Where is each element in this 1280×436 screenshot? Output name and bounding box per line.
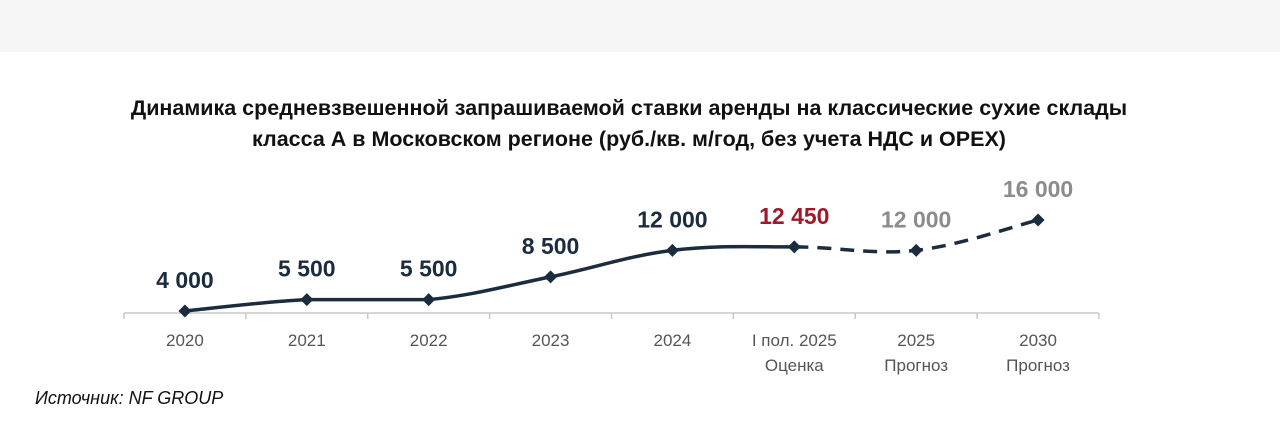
chart-title-line-2: класса А в Московском регионе (руб./кв. …: [252, 127, 1006, 151]
data-point-marker: [300, 293, 314, 307]
data-point-marker: [178, 304, 192, 318]
x-tick-label: Прогноз: [1006, 356, 1070, 375]
source-note: Источник: NF GROUP: [35, 388, 224, 408]
data-point-marker: [422, 293, 436, 307]
series-line-actual: [183, 244, 797, 313]
data-label: 12 000: [637, 206, 707, 232]
data-point-marker: [1031, 213, 1045, 227]
x-tick-label: 2030: [1019, 331, 1057, 350]
data-label: 16 000: [1003, 176, 1073, 202]
top-band: [0, 0, 1280, 52]
x-tick-label: Оценка: [765, 356, 824, 375]
data-label: 5 500: [400, 256, 458, 282]
x-tick-label: 2021: [288, 331, 326, 350]
x-tick-label: Прогноз: [884, 356, 948, 375]
data-point-marker: [665, 243, 679, 257]
data-point-marker: [909, 243, 923, 257]
x-tick-label: 2022: [410, 331, 448, 350]
x-tick-label: 2020: [166, 331, 204, 350]
chart-title: Динамика средневзвешенной запрашиваемой …: [0, 93, 1258, 155]
data-label: 5 500: [278, 256, 336, 282]
x-tick-label: 2023: [532, 331, 570, 350]
chart-title-line-1: Динамика средневзвешенной запрашиваемой …: [130, 96, 1128, 120]
data-label: 4 000: [156, 267, 214, 293]
data-point-marker: [787, 240, 801, 254]
data-label: 8 500: [522, 233, 580, 259]
data-label: 12 000: [881, 206, 951, 232]
x-tick-label: 2024: [654, 331, 692, 350]
x-tick-label: I пол. 2025: [752, 331, 837, 350]
x-tick-label: 2025: [897, 331, 935, 350]
data-label: 12 450: [759, 203, 829, 229]
data-point-marker: [544, 270, 558, 284]
